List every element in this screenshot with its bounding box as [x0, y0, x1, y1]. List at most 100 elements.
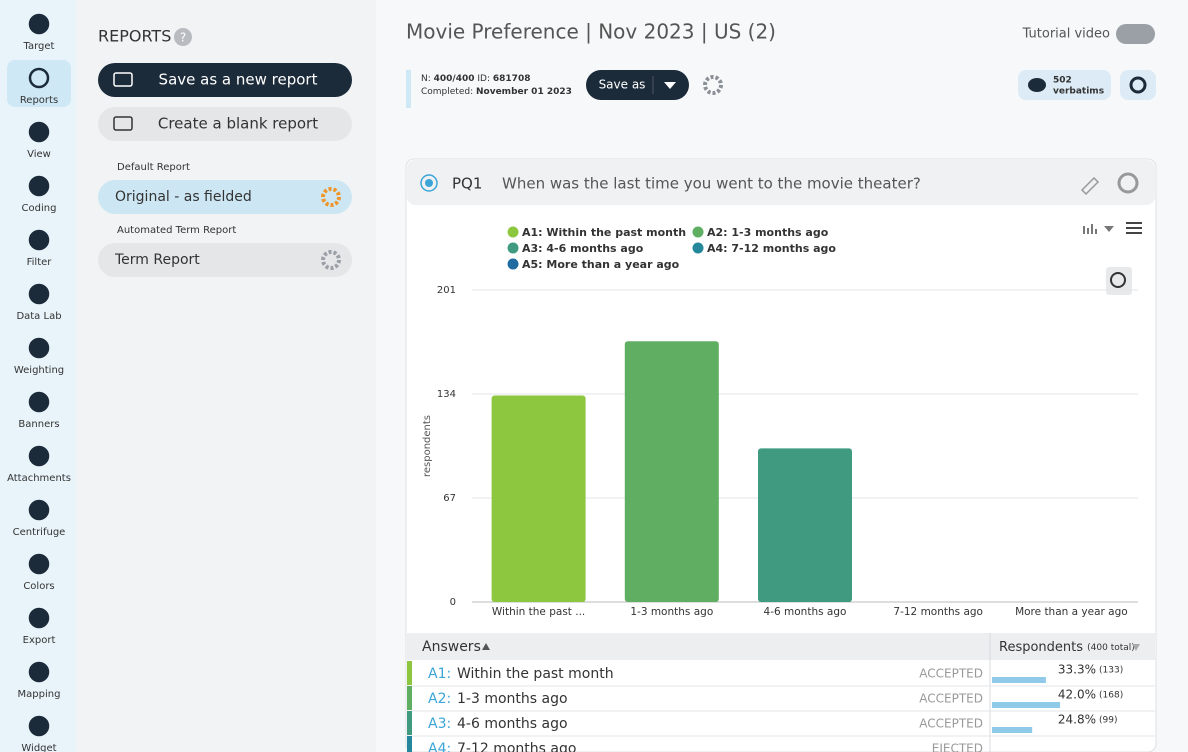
nav-icon	[28, 391, 50, 413]
nav-icon	[28, 499, 50, 521]
save-as-button[interactable]	[586, 70, 689, 100]
nav-icon	[28, 229, 50, 251]
answer-text: 7-12 months ago	[457, 741, 576, 752]
legend-label[interactable]: A5: More than a year ago	[522, 258, 680, 271]
nav-label[interactable]: Colors	[23, 581, 54, 592]
legend-label[interactable]: A1: Within the past month	[522, 226, 686, 239]
legend-label[interactable]: A3: 4-6 months ago	[522, 242, 644, 255]
row-stripe	[407, 686, 412, 710]
nav-label[interactable]: Widget	[21, 743, 56, 752]
nav-label[interactable]: Coding	[22, 203, 57, 214]
verbatims-label: verbatims	[1053, 87, 1104, 97]
percent-bar	[992, 677, 1046, 683]
tutorial-link[interactable]: Tutorial video	[1022, 27, 1110, 42]
answer-status: ACCEPTED	[919, 667, 983, 681]
report-name: Term Report	[114, 252, 200, 268]
gear-icon[interactable]	[321, 250, 341, 270]
refresh-button[interactable]	[1120, 70, 1156, 100]
column-header[interactable]: Respondents (400 total)	[999, 640, 1135, 655]
legend-swatch[interactable]	[692, 226, 704, 238]
chart-type-icon[interactable]	[1083, 224, 1097, 234]
legend-swatch[interactable]	[507, 226, 519, 238]
row-stripe	[407, 711, 412, 735]
video-icon[interactable]	[1116, 24, 1155, 44]
info: N: 400/400 ID: 681708	[421, 74, 530, 84]
radio[interactable]	[420, 174, 438, 192]
nav-label[interactable]: Attachments	[7, 473, 71, 484]
nav-label[interactable]: Banners	[18, 419, 59, 430]
y-tick-label: 134	[437, 389, 456, 400]
report-item[interactable]	[98, 180, 352, 214]
nav-label[interactable]: Target	[23, 41, 55, 52]
percent-bar	[992, 702, 1061, 708]
nav-icon	[28, 121, 50, 143]
y-axis-label: respondents	[422, 415, 433, 477]
question-code: PQ1	[452, 175, 482, 193]
info-label: N:	[421, 74, 431, 84]
section-label: Automated Term Report	[117, 225, 236, 236]
legend-swatch[interactable]	[507, 242, 519, 254]
answer-code: A3:	[428, 716, 451, 732]
percent-label: 24.8%	[1058, 713, 1096, 727]
gear-icon[interactable]	[321, 187, 341, 207]
nav-label[interactable]: Mapping	[18, 689, 61, 700]
bar[interactable]	[624, 341, 719, 602]
card-icon[interactable]	[1117, 172, 1139, 194]
card-header	[407, 160, 1155, 205]
edit-icon[interactable]	[1080, 176, 1100, 196]
table-header	[407, 633, 1155, 660]
dropdown-arrow[interactable]	[664, 82, 676, 89]
info-label: Completed:	[421, 87, 473, 97]
info-value: November 01 2023	[476, 87, 572, 97]
row-stripe	[407, 736, 412, 752]
y-tick-label: 201	[437, 285, 456, 296]
answer-code: A4:	[428, 741, 451, 752]
button-label: Save as a new report	[159, 71, 318, 89]
radio-dot	[425, 179, 433, 187]
nav-label[interactable]: View	[27, 149, 51, 160]
nav-icon	[28, 661, 50, 683]
nav-icon	[28, 553, 50, 575]
chart-type-arrow[interactable]	[1104, 226, 1114, 232]
save-new-button[interactable]	[98, 63, 352, 97]
question-text: When was the last time you went to the m…	[502, 175, 921, 193]
bar[interactable]	[758, 448, 852, 602]
help-mark: ?	[180, 31, 186, 45]
zoom-button[interactable]	[1106, 267, 1132, 295]
help-icon[interactable]	[174, 28, 192, 46]
legend-label[interactable]: A4: 7-12 months ago	[707, 242, 836, 255]
info-stripe	[406, 70, 411, 108]
answer-text: Within the past month	[457, 666, 614, 682]
zoom-icon	[1110, 272, 1126, 288]
sort-arrow[interactable]	[482, 643, 490, 650]
verbatims-button[interactable]	[1018, 70, 1111, 100]
bar[interactable]	[491, 395, 586, 602]
report-item[interactable]	[98, 243, 352, 277]
nav-label[interactable]: Export	[23, 635, 56, 646]
active-nav	[7, 60, 71, 107]
info-label: ID:	[477, 74, 490, 84]
legend-label[interactable]: A2: 1-3 months ago	[707, 226, 829, 239]
legend-swatch[interactable]	[692, 242, 704, 254]
answer-status: ACCEPTED	[919, 717, 983, 731]
refresh-icon	[1129, 76, 1147, 94]
nav-icon	[28, 445, 50, 467]
nav-label[interactable]: Data Lab	[16, 311, 61, 322]
nav-label[interactable]: Filter	[27, 257, 53, 268]
x-tick-label: 1-3 months ago	[630, 606, 713, 618]
speech-icon	[1028, 78, 1046, 92]
count-label: (168)	[1099, 691, 1123, 701]
menu-icon[interactable]	[1126, 222, 1142, 234]
column-header[interactable]: Answers	[422, 639, 481, 655]
nav-label[interactable]: Weighting	[14, 365, 64, 376]
nav-icon	[28, 13, 50, 35]
sort-arrow[interactable]	[1132, 644, 1140, 651]
x-tick-label: More than a year ago	[1015, 606, 1128, 618]
section-label: Default Report	[117, 162, 190, 173]
nav-label[interactable]: Reports	[20, 95, 58, 106]
legend-swatch[interactable]	[507, 258, 519, 270]
settings-icon[interactable]	[703, 75, 723, 95]
nav-label[interactable]: Centrifuge	[13, 527, 66, 538]
create-blank-button[interactable]	[98, 107, 352, 141]
